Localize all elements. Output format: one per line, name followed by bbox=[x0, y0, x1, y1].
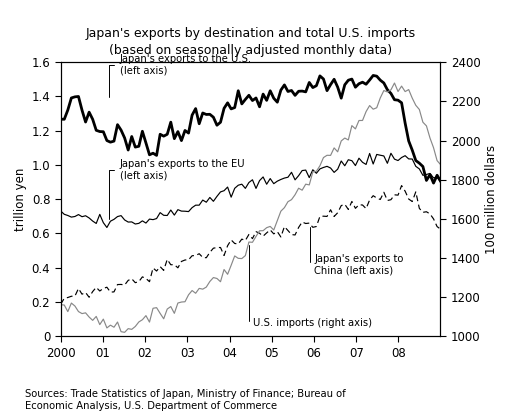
Text: Japan's exports to the EU
(left axis): Japan's exports to the EU (left axis) bbox=[109, 159, 245, 219]
Text: Japan's exports to the U.S.
(left axis): Japan's exports to the U.S. (left axis) bbox=[109, 54, 251, 97]
Y-axis label: trillion yen: trillion yen bbox=[14, 168, 27, 231]
Y-axis label: 100 million dollars: 100 million dollars bbox=[484, 145, 496, 254]
Text: Japan's exports to
China (left axis): Japan's exports to China (left axis) bbox=[309, 227, 402, 276]
Text: Sources: Trade Statistics of Japan, Ministry of Finance; Bureau of
Economic Anal: Sources: Trade Statistics of Japan, Mini… bbox=[25, 389, 345, 411]
Text: U.S. imports (right axis): U.S. imports (right axis) bbox=[248, 245, 371, 328]
Title: Japan's exports by destination and total U.S. imports
(based on seasonally adjus: Japan's exports by destination and total… bbox=[85, 27, 415, 57]
